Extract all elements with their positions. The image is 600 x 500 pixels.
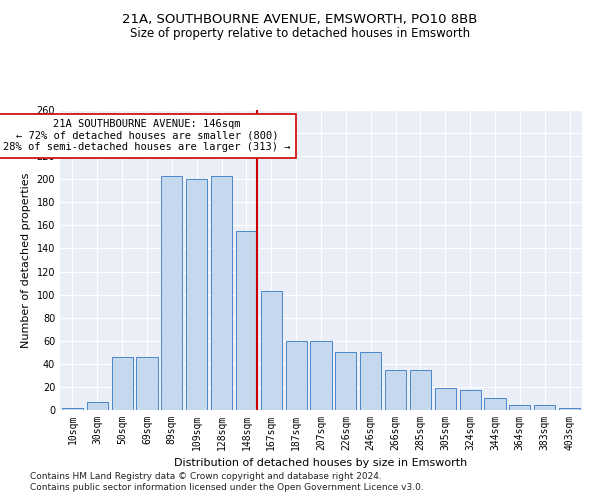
Bar (261, 291, 282, 410)
Bar (484, 398, 506, 410)
Bar (112, 357, 133, 410)
Bar (410, 370, 431, 410)
Bar (161, 176, 182, 410)
Text: Contains public sector information licensed under the Open Government Licence v3: Contains public sector information licen… (30, 484, 424, 492)
Bar (87, 402, 108, 410)
Bar (534, 406, 555, 410)
Text: 21A, SOUTHBOURNE AVENUE, EMSWORTH, PO10 8BB: 21A, SOUTHBOURNE AVENUE, EMSWORTH, PO10 … (122, 12, 478, 26)
Bar (435, 388, 456, 410)
Text: Contains HM Land Registry data © Crown copyright and database right 2024.: Contains HM Land Registry data © Crown c… (30, 472, 382, 481)
Bar (136, 357, 158, 410)
X-axis label: Distribution of detached houses by size in Emsworth: Distribution of detached houses by size … (175, 458, 467, 468)
Bar (236, 231, 257, 410)
Bar (460, 390, 481, 410)
Bar (559, 408, 580, 410)
Bar (310, 341, 332, 410)
Bar (186, 179, 207, 410)
Bar (335, 352, 356, 410)
Bar (360, 352, 381, 410)
Text: 21A SOUTHBOURNE AVENUE: 146sqm
← 72% of detached houses are smaller (800)
28% of: 21A SOUTHBOURNE AVENUE: 146sqm ← 72% of … (3, 119, 291, 152)
Bar (286, 341, 307, 410)
Text: Size of property relative to detached houses in Emsworth: Size of property relative to detached ho… (130, 28, 470, 40)
Bar (62, 408, 83, 410)
Bar (509, 406, 530, 410)
Bar (211, 176, 232, 410)
Y-axis label: Number of detached properties: Number of detached properties (21, 172, 31, 348)
Bar (385, 370, 406, 410)
